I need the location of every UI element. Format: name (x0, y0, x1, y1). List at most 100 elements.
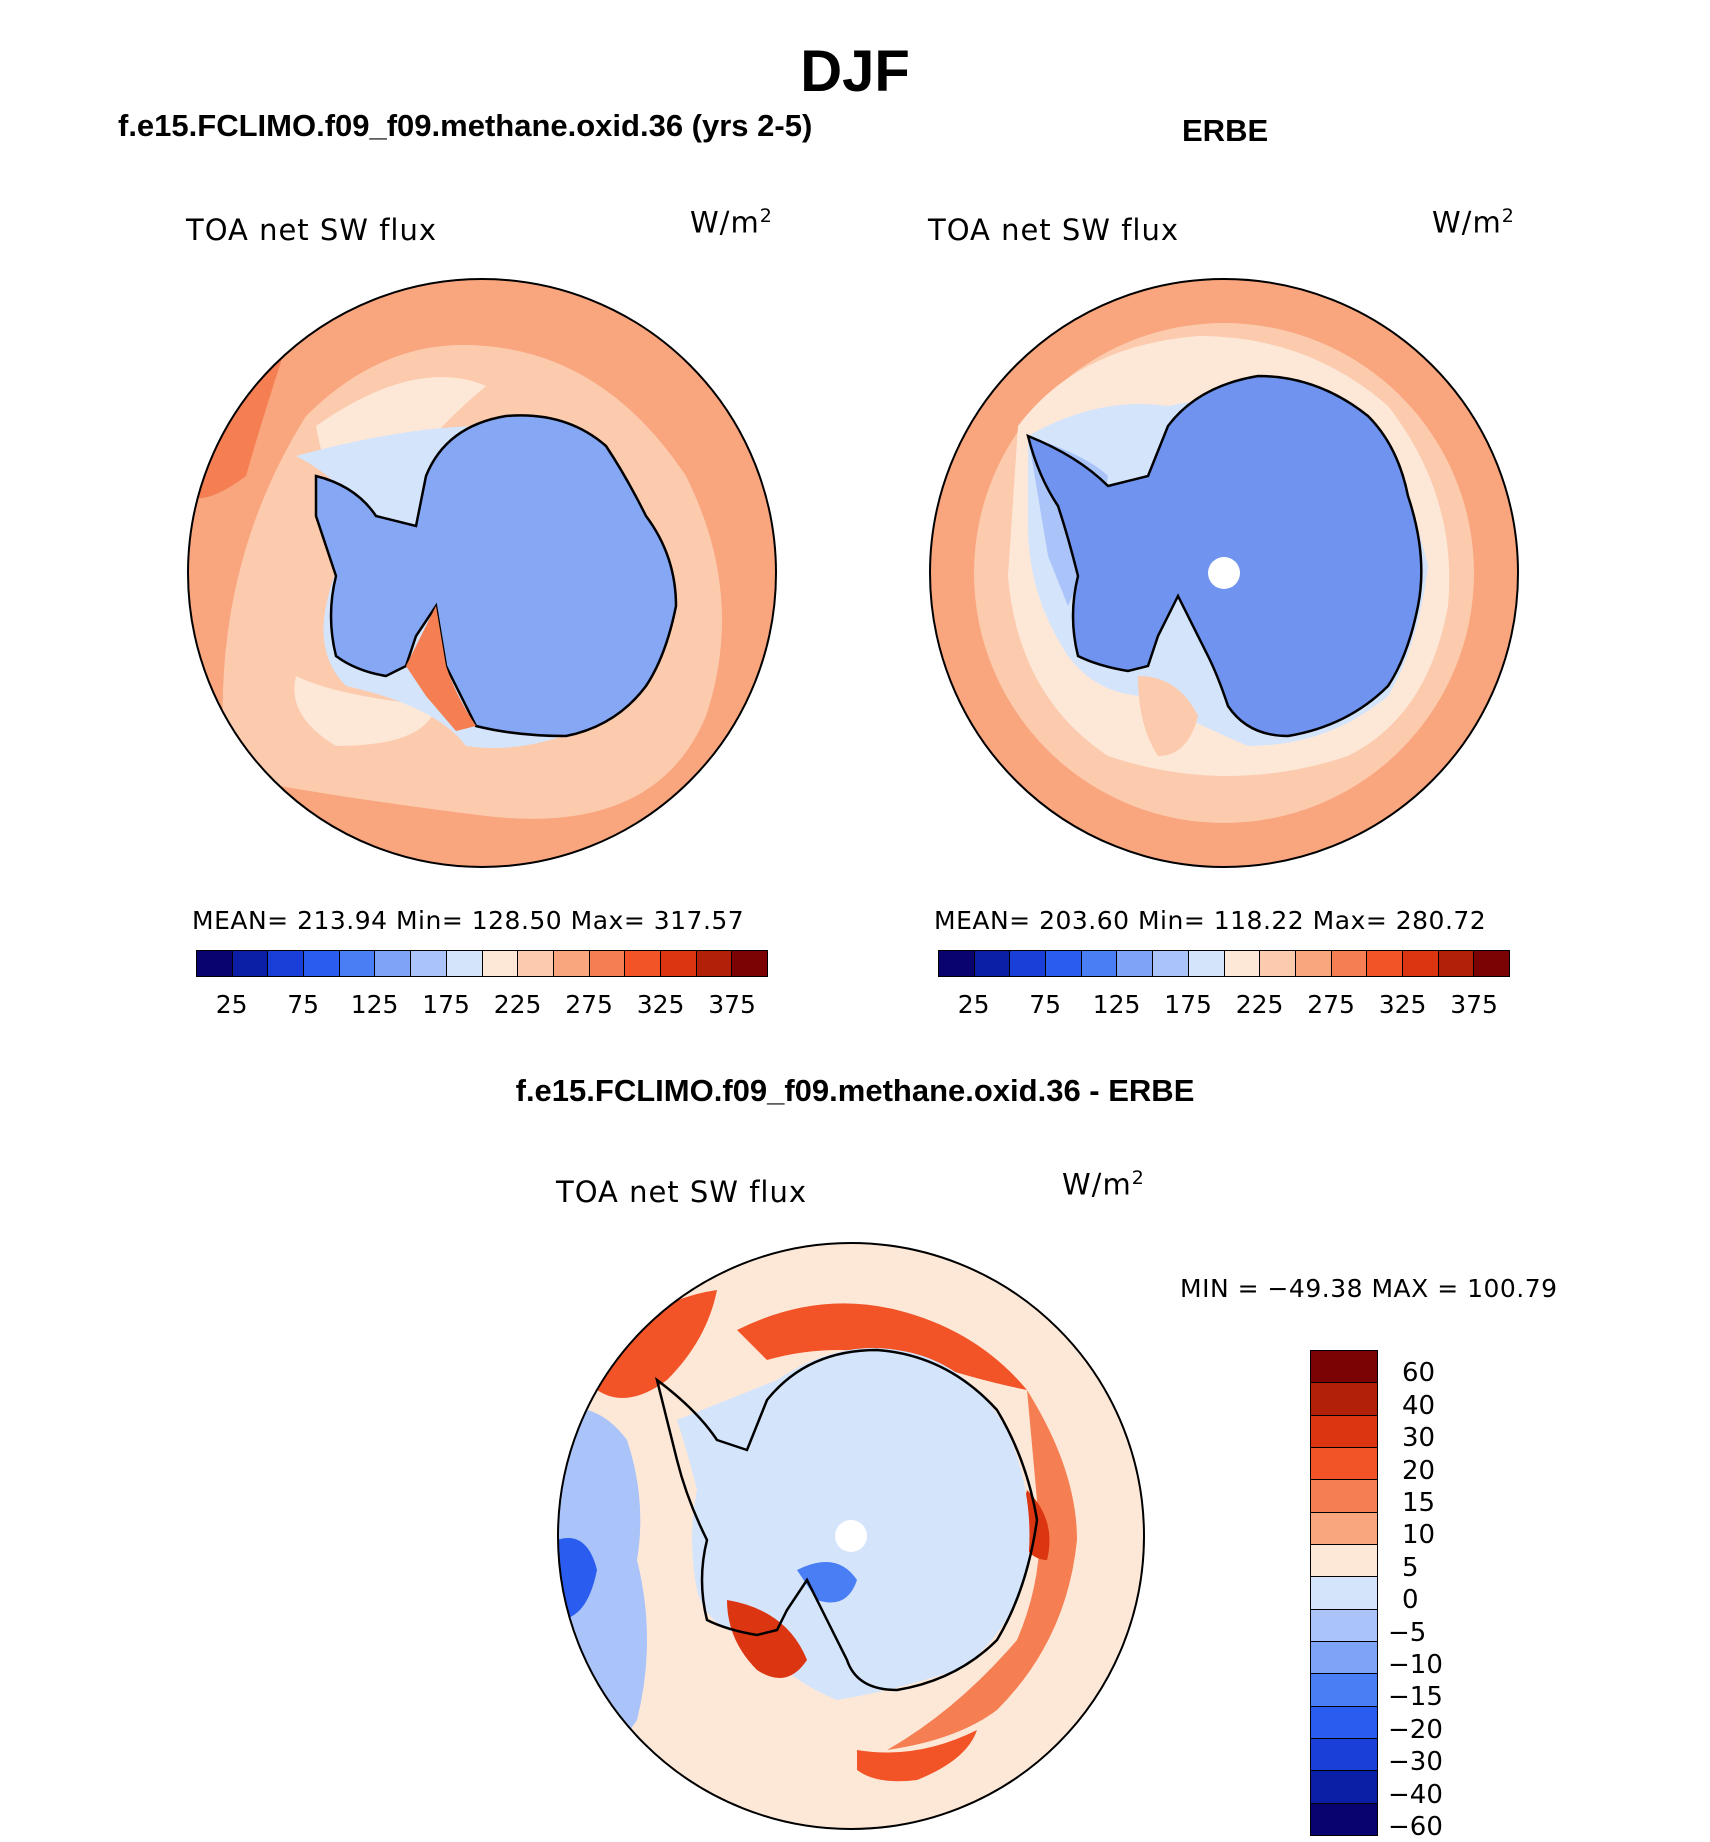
obs-colorbar-swatch-10 (1295, 951, 1332, 976)
diff-west-blue-dark (558, 1538, 597, 1620)
diff-units-label: W/m2 (1062, 1167, 1145, 1202)
obs-colorbar-label-6: 325 (1378, 990, 1427, 1019)
model-units-text: W/m (690, 205, 760, 240)
figure-title: DJF (800, 39, 910, 104)
diff-colorbar-swatch-13 (1311, 1771, 1377, 1804)
obs-colorbar-swatch-12 (1367, 951, 1403, 976)
model-colorbar-swatch-10 (553, 951, 590, 976)
obs-colorbar-label-4: 225 (1235, 990, 1284, 1019)
diff-colorbar-label-14: −60 (1388, 1812, 1443, 1842)
model-panel-subtitle: f.e15.FCLIMO.f09_f09.methane.oxid.36 (yr… (118, 108, 813, 143)
diff-colorbar-label-4: 15 (1402, 1488, 1436, 1518)
model-colorbar-swatch-15 (732, 951, 767, 976)
diff-colorbar-label-6: 5 (1402, 1552, 1419, 1583)
diff-east-band (887, 1390, 1077, 1750)
diff-colorbar-swatch-12 (1311, 1738, 1377, 1772)
diff-colorbar-label-8: −5 (1388, 1617, 1427, 1648)
model-antarctica (314, 414, 678, 738)
diff-colorbar-swatch-3 (1311, 1447, 1377, 1481)
model-colorbar-label-3: 175 (422, 990, 470, 1019)
obs-colorbar-swatch-14 (1438, 951, 1475, 976)
model-colorbar-swatch-8 (482, 951, 519, 976)
obs-colorbar-label-3: 175 (1164, 990, 1212, 1019)
obs-colorbar-swatch-4 (1081, 951, 1118, 976)
diff-colorbar-swatch-10 (1311, 1674, 1377, 1707)
obs-colorbar-swatch-5 (1117, 951, 1154, 976)
diff-colorbar-swatch-8 (1311, 1609, 1377, 1642)
obs-panel-subtitle: ERBE (1182, 113, 1269, 148)
diff-colorbar-label-0: 60 (1402, 1358, 1436, 1389)
obs-colorbar (938, 950, 1510, 977)
model-colorbar-swatch-14 (696, 951, 733, 976)
model-colorbar-swatch-4 (339, 951, 376, 976)
diff-colorbar (1310, 1350, 1378, 1836)
obs-colorbar-label-2: 125 (1092, 990, 1141, 1019)
obs-colorbar-swatch-11 (1331, 951, 1368, 976)
obs-colorbar-swatch-15 (1474, 951, 1509, 976)
obs-colorbar-swatch-2 (1010, 951, 1047, 976)
obs-antarctica (1026, 374, 1423, 738)
model-colorbar-swatch-13 (660, 951, 697, 976)
obs-units-label: W/m2 (1432, 205, 1515, 240)
model-colorbar-label-2: 125 (350, 990, 399, 1019)
obs-colorbar-swatch-0 (939, 951, 975, 976)
model-polar-map (187, 278, 777, 868)
obs-colorbar-label-7: 375 (1450, 990, 1498, 1019)
model-colorbar (196, 950, 768, 977)
model-colorbar-label-6: 325 (636, 990, 685, 1019)
model-colorbar-swatch-11 (589, 951, 626, 976)
obs-colorbar-swatch-6 (1153, 951, 1189, 976)
model-colorbar-swatch-7 (446, 951, 483, 976)
model-ross-shelf (406, 606, 476, 731)
obs-colorbar-label-5: 275 (1307, 990, 1355, 1019)
model-colorbar-label-0: 25 (215, 990, 248, 1019)
diff-variable-label: TOA net SW flux (556, 1175, 808, 1209)
diff-colorbar-label-1: 40 (1402, 1390, 1436, 1421)
diff-colorbar-swatch-4 (1311, 1480, 1377, 1513)
obs-colorbar-label-0: 25 (957, 990, 990, 1019)
diff-interior-red (727, 1600, 807, 1678)
model-colorbar-swatch-9 (518, 951, 554, 976)
diff-colorbar-label-9: −10 (1388, 1650, 1443, 1680)
model-colorbar-swatch-0 (197, 951, 233, 976)
diff-colorbar-label-12: −30 (1388, 1747, 1443, 1778)
model-units-exponent: 2 (759, 205, 773, 227)
diff-colorbar-swatch-1 (1311, 1383, 1377, 1416)
diff-colorbar-swatch-9 (1311, 1641, 1377, 1675)
model-ocean-band-light2 (294, 676, 436, 746)
diff-units-exponent: 2 (1131, 1167, 1145, 1189)
model-colorbar-label-4: 225 (493, 990, 542, 1019)
obs-colorbar-swatch-8 (1224, 951, 1261, 976)
diff-colorbar-swatch-11 (1311, 1706, 1377, 1739)
diff-colorbar-label-10: −15 (1388, 1682, 1443, 1713)
diff-colorbar-swatch-14 (1311, 1803, 1377, 1835)
model-variable-label: TOA net SW flux (186, 213, 438, 247)
model-colorbar-label-5: 275 (565, 990, 613, 1019)
obs-stats: MEAN= 203.60 Min= 118.22 Max= 280.72 (934, 906, 1487, 935)
diff-colorbar-swatch-5 (1311, 1512, 1377, 1545)
diff-pole-hole (835, 1520, 867, 1552)
model-colorbar-swatch-1 (232, 951, 269, 976)
diff-colorbar-label-7: 0 (1402, 1585, 1419, 1616)
diff-minmax: MIN = −49.38 MAX = 100.79 (1180, 1274, 1558, 1303)
diff-colorbar-swatch-0 (1311, 1351, 1377, 1384)
diff-polar-map (557, 1242, 1145, 1830)
model-colorbar-swatch-5 (375, 951, 412, 976)
model-colorbar-swatch-2 (268, 951, 305, 976)
model-colorbar-label-7: 375 (708, 990, 756, 1019)
diff-colorbar-label-5: 10 (1402, 1520, 1436, 1551)
diff-coastline (654, 1348, 1039, 1692)
obs-variable-label: TOA net SW flux (928, 213, 1180, 247)
obs-colorbar-swatch-1 (974, 951, 1011, 976)
obs-colorbar-swatch-3 (1046, 951, 1082, 976)
model-colorbar-swatch-12 (625, 951, 661, 976)
model-colorbar-label-1: 75 (287, 990, 319, 1019)
diff-colorbar-label-2: 30 (1402, 1423, 1436, 1454)
model-colorbar-swatch-6 (411, 951, 447, 976)
obs-ross-sea-light (1138, 676, 1198, 756)
model-units-label: W/m2 (690, 205, 773, 240)
obs-units-exponent: 2 (1501, 205, 1515, 227)
diff-colorbar-label-11: −20 (1388, 1714, 1443, 1745)
diff-south-red (857, 1730, 977, 1782)
diff-panel-subtitle: f.e15.FCLIMO.f09_f09.methane.oxid.36 - E… (515, 1073, 1195, 1108)
